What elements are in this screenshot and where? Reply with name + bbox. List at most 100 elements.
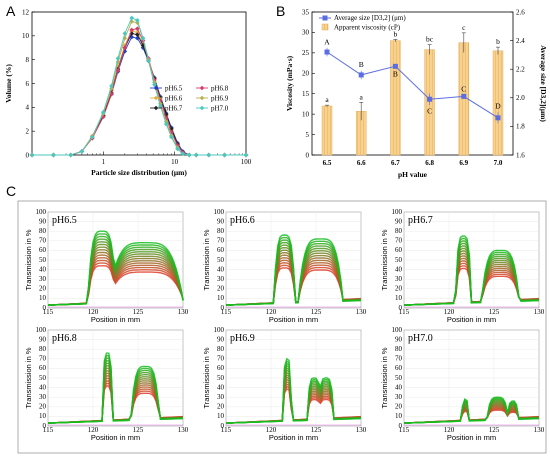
data-point (186, 152, 192, 158)
size-group-label: C (461, 84, 466, 93)
y-tick-label: 80 (217, 345, 225, 353)
y-tick-label: 10 (39, 412, 47, 420)
y-tick-label: 6 (26, 80, 30, 88)
y2-tick-label: 2.2 (516, 66, 525, 74)
y-tick-label: 90 (395, 217, 403, 225)
legend-label: pH6.8 (211, 84, 229, 92)
series-pH7.0 (29, 15, 249, 158)
x-tick-label: 6.8 (425, 159, 434, 167)
data-point (193, 152, 199, 158)
size-line (326, 51, 499, 119)
y-tick-label: 30 (302, 29, 310, 37)
y-tick-label: 12 (22, 8, 30, 16)
legend-swatch-bar (321, 23, 329, 31)
x-tick-label: 130 (178, 426, 189, 434)
y-tick-label: 0 (221, 422, 225, 430)
data-point (169, 126, 174, 132)
x-axis-label: Position in mm (447, 433, 496, 442)
data-point (79, 149, 85, 154)
data-point (109, 83, 114, 89)
y-tick-label: 100 (214, 326, 225, 334)
y-tick-label: 40 (217, 383, 225, 391)
y-tick-label: 0 (399, 304, 403, 312)
y-tick-label: 0 (26, 151, 30, 159)
transmission-curve (47, 230, 184, 306)
x-tick-label: 115 (399, 426, 410, 434)
y-axis-label: Transmission in % (24, 347, 33, 408)
x-tick-label: 120 (444, 426, 455, 434)
data-point (129, 34, 135, 40)
y-tick-label: 100 (214, 208, 225, 216)
legend-label: pH7.0 (211, 104, 229, 112)
legend-swatch-marker (199, 85, 205, 91)
bar-group-label: bc (426, 35, 434, 44)
bar-group-label: c (462, 23, 466, 32)
y-tick-label: 15 (302, 90, 310, 98)
bar (390, 40, 401, 156)
x-tick-label: 120 (444, 308, 455, 316)
size-group-label: B (393, 69, 398, 78)
panel-a-particle-size-chart: 0 2 4 6 8 10 12 1 10 100 Particle size distributio… (4, 8, 252, 177)
y-tick-label: 8 (26, 56, 30, 64)
y2-tick-label: 2.6 (516, 8, 525, 16)
data-point (129, 27, 135, 33)
y-tick-label: 90 (39, 217, 47, 225)
data-point (129, 31, 135, 36)
y-tick-label: 10 (217, 294, 225, 302)
y-tick-label: 70 (39, 355, 47, 363)
size-point (358, 72, 364, 78)
y-tick-label: 10 (22, 32, 30, 40)
data-point (140, 45, 146, 51)
panel-label-a: A (6, 3, 16, 19)
legend-swatch-marker (199, 95, 205, 101)
subplot-title: pH7.0 (408, 333, 433, 344)
x-tick-label: 120 (88, 308, 99, 316)
series-line (32, 30, 246, 156)
x-axis-label: Position in mm (447, 315, 496, 324)
data-point (146, 58, 151, 64)
legend-swatch-marker (199, 105, 205, 111)
x-tick-label: 130 (356, 308, 367, 316)
x-tick-label: 6.6 (357, 159, 366, 167)
x-tick-label: 7.0 (494, 159, 503, 167)
x-tick-label: 120 (88, 426, 99, 434)
y-tick-label: 100 (36, 326, 47, 334)
x-tick-label: 6.9 (459, 159, 468, 167)
data-point (115, 68, 121, 73)
y-tick-label: 10 (395, 412, 403, 420)
subplot-title: pH6.6 (230, 215, 255, 226)
legend: Average size [D3,2] (μm) Apparent viscosi… (319, 14, 406, 32)
data-point (129, 19, 135, 24)
legend-label: pH6.9 (211, 94, 229, 102)
legend-swatch-marker (322, 15, 328, 21)
legend-label: pH6.6 (165, 94, 183, 102)
y2-tick-label: 2.0 (516, 94, 525, 102)
y-tick-label: 80 (39, 345, 47, 353)
data-point (89, 134, 95, 140)
data-point (180, 151, 186, 157)
x-axis-label: Particle size distribution (μm) (91, 168, 187, 177)
y-tick-label: 30 (39, 393, 47, 401)
y-tick-label: 10 (395, 294, 403, 302)
x-tick-label: 125 (489, 426, 500, 434)
y-tick-label: 90 (39, 335, 47, 343)
y2-tick-label: 2.4 (516, 37, 525, 45)
data-point (175, 146, 180, 152)
data-point (169, 134, 174, 140)
x-tick-label: 6.7 (391, 159, 400, 167)
y-tick-label: 90 (395, 335, 403, 343)
legend: pH6.5 pH6.8 pH6.6 pH6.9 pH6.7 pH7.0 (150, 84, 229, 112)
y-tick-label: 70 (395, 237, 403, 245)
legend-swatch-marker (153, 105, 159, 111)
x-tick-label: 130 (178, 308, 189, 316)
y-axis-label: Transmission in % (380, 347, 389, 408)
data-point (152, 82, 157, 87)
size-group-label: B (359, 60, 364, 69)
x-tick-label: 115 (221, 308, 232, 316)
x-axis-label: Position in mm (91, 433, 140, 442)
y-tick-label: 70 (217, 237, 225, 245)
y-tick-label: 20 (217, 403, 225, 411)
